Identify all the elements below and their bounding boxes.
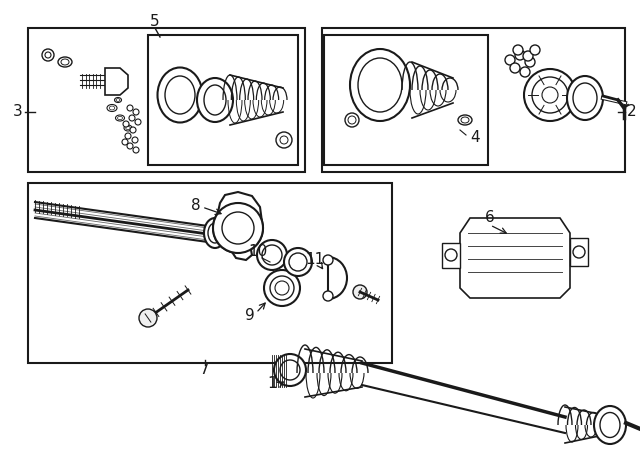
Circle shape xyxy=(523,51,533,61)
Circle shape xyxy=(573,246,585,258)
Ellipse shape xyxy=(262,245,282,265)
Circle shape xyxy=(542,87,558,103)
Circle shape xyxy=(135,119,141,125)
Circle shape xyxy=(130,127,136,133)
Circle shape xyxy=(505,55,515,65)
Polygon shape xyxy=(215,192,262,260)
Text: 9: 9 xyxy=(245,308,255,323)
Circle shape xyxy=(280,360,300,380)
Ellipse shape xyxy=(594,406,626,444)
Circle shape xyxy=(127,143,133,149)
Text: 1: 1 xyxy=(267,375,277,390)
Text: 11: 11 xyxy=(305,252,324,268)
Circle shape xyxy=(445,249,457,261)
Bar xyxy=(28,183,392,363)
Text: 8: 8 xyxy=(191,197,201,212)
Circle shape xyxy=(530,45,540,55)
Ellipse shape xyxy=(270,276,294,300)
Text: 10: 10 xyxy=(248,244,268,260)
Text: 6: 6 xyxy=(485,211,495,226)
Ellipse shape xyxy=(126,126,130,130)
Circle shape xyxy=(42,49,54,61)
Polygon shape xyxy=(442,243,460,268)
Text: 4: 4 xyxy=(470,130,480,146)
Ellipse shape xyxy=(204,85,226,115)
Text: 2: 2 xyxy=(627,105,637,120)
Circle shape xyxy=(525,57,535,67)
Ellipse shape xyxy=(600,413,620,438)
Ellipse shape xyxy=(284,248,312,276)
Circle shape xyxy=(513,45,523,55)
Circle shape xyxy=(274,354,306,386)
Ellipse shape xyxy=(165,76,195,114)
Polygon shape xyxy=(570,238,588,266)
Ellipse shape xyxy=(458,115,472,125)
Ellipse shape xyxy=(107,105,117,112)
Circle shape xyxy=(122,139,128,145)
Ellipse shape xyxy=(358,58,402,112)
Ellipse shape xyxy=(61,59,69,65)
Ellipse shape xyxy=(109,106,115,110)
Ellipse shape xyxy=(204,218,226,248)
Text: 3: 3 xyxy=(13,105,23,120)
Bar xyxy=(322,28,625,172)
Ellipse shape xyxy=(124,125,132,131)
Circle shape xyxy=(345,113,359,127)
Ellipse shape xyxy=(461,117,469,123)
Circle shape xyxy=(323,255,333,265)
Ellipse shape xyxy=(115,115,125,121)
Bar xyxy=(324,35,488,165)
Circle shape xyxy=(45,52,51,58)
Circle shape xyxy=(133,109,139,115)
Ellipse shape xyxy=(567,76,603,120)
Circle shape xyxy=(222,212,254,244)
Ellipse shape xyxy=(573,83,597,113)
Ellipse shape xyxy=(116,98,120,101)
Circle shape xyxy=(524,69,576,121)
Polygon shape xyxy=(105,68,128,95)
Circle shape xyxy=(127,105,133,111)
Circle shape xyxy=(515,50,525,60)
Circle shape xyxy=(125,133,131,139)
Text: 7: 7 xyxy=(200,363,210,377)
Ellipse shape xyxy=(118,116,122,120)
Text: 5: 5 xyxy=(150,15,160,30)
Circle shape xyxy=(139,309,157,327)
Polygon shape xyxy=(460,218,570,298)
Circle shape xyxy=(276,132,292,148)
Circle shape xyxy=(323,291,333,301)
Bar xyxy=(148,35,298,165)
Ellipse shape xyxy=(197,78,233,122)
Ellipse shape xyxy=(350,49,410,121)
Ellipse shape xyxy=(289,253,307,271)
Ellipse shape xyxy=(275,281,289,295)
Ellipse shape xyxy=(257,240,287,270)
Ellipse shape xyxy=(208,223,222,243)
Circle shape xyxy=(280,136,288,144)
Ellipse shape xyxy=(115,97,122,103)
Circle shape xyxy=(123,121,129,127)
Ellipse shape xyxy=(264,270,300,306)
Circle shape xyxy=(213,203,263,253)
Ellipse shape xyxy=(58,57,72,67)
Circle shape xyxy=(353,285,367,299)
Circle shape xyxy=(510,63,520,73)
Circle shape xyxy=(520,67,530,77)
Circle shape xyxy=(348,116,356,124)
Circle shape xyxy=(532,77,568,113)
Circle shape xyxy=(132,137,138,143)
Circle shape xyxy=(222,212,254,244)
Bar xyxy=(28,28,305,172)
Circle shape xyxy=(133,147,139,153)
Ellipse shape xyxy=(157,67,202,122)
Circle shape xyxy=(213,203,263,253)
Circle shape xyxy=(129,115,135,121)
